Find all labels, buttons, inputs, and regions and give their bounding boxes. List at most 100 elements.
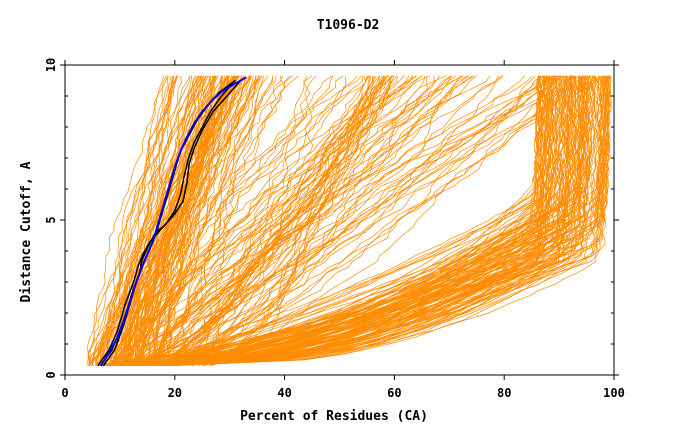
model-curve bbox=[158, 75, 602, 367]
model-curve bbox=[104, 75, 601, 367]
model-curve bbox=[147, 75, 544, 367]
model-curve bbox=[158, 75, 551, 367]
model-curve bbox=[111, 75, 592, 367]
x-tick-label: 60 bbox=[387, 386, 401, 400]
model-curve bbox=[134, 75, 216, 366]
x-tick-label: 100 bbox=[603, 386, 625, 400]
model-curve bbox=[116, 75, 239, 366]
model-curve bbox=[119, 75, 555, 367]
model-curve bbox=[127, 75, 223, 366]
model-curve bbox=[163, 75, 385, 367]
model-curve bbox=[120, 75, 553, 367]
model-curve bbox=[133, 75, 291, 366]
model-curve bbox=[181, 75, 285, 366]
model-curve bbox=[118, 75, 595, 367]
model-curve bbox=[161, 75, 590, 367]
model-curve bbox=[113, 75, 585, 367]
x-tick-label: 20 bbox=[168, 386, 182, 400]
highlight-curve-blue bbox=[99, 76, 247, 367]
model-curve bbox=[123, 75, 587, 366]
model-curve bbox=[127, 75, 586, 367]
model-curve bbox=[209, 75, 383, 367]
model-curve bbox=[151, 75, 590, 367]
chart-title: T1096-D2 bbox=[317, 18, 380, 33]
model-curve bbox=[160, 75, 578, 367]
model-curve bbox=[149, 75, 547, 367]
model-curve bbox=[137, 75, 344, 366]
model-curve bbox=[124, 75, 417, 366]
model-curve bbox=[201, 75, 462, 366]
model-curve bbox=[172, 75, 575, 367]
model-curve bbox=[151, 75, 536, 367]
model-curve bbox=[145, 75, 607, 367]
model-curve bbox=[154, 75, 334, 366]
model-curve bbox=[122, 75, 333, 366]
model-curve bbox=[139, 75, 381, 367]
model-curve bbox=[114, 75, 238, 366]
model-curve bbox=[148, 75, 573, 367]
model-curve bbox=[124, 75, 197, 366]
model-curve bbox=[117, 75, 393, 366]
model-curve bbox=[99, 75, 611, 367]
model-curve bbox=[138, 75, 604, 367]
model-curve bbox=[132, 75, 385, 367]
x-tick-label: 40 bbox=[277, 386, 291, 400]
y-tick-label: 5 bbox=[44, 216, 58, 223]
model-curve bbox=[113, 75, 237, 366]
x-tick-label: 80 bbox=[497, 386, 511, 400]
y-axis-label: Distance Cutoff, A bbox=[19, 161, 34, 302]
model-curve bbox=[117, 75, 473, 366]
model-curve bbox=[124, 75, 525, 367]
model-curve bbox=[104, 75, 571, 367]
model-curve bbox=[161, 75, 560, 367]
model-curve bbox=[97, 75, 216, 366]
y-tick-label: 10 bbox=[44, 58, 58, 72]
model-curve bbox=[104, 75, 470, 366]
model-curve bbox=[152, 75, 246, 366]
model-curve bbox=[124, 75, 173, 366]
model-curve bbox=[178, 75, 394, 366]
model-curve bbox=[102, 75, 469, 366]
model-curve bbox=[174, 75, 380, 367]
model-curve bbox=[97, 75, 175, 366]
highlighted-curves bbox=[97, 76, 247, 367]
model-curve bbox=[165, 75, 597, 367]
model-curve bbox=[87, 75, 169, 366]
model-curve bbox=[102, 75, 569, 367]
model-curve bbox=[149, 75, 589, 367]
model-curve bbox=[156, 75, 567, 367]
model-curve bbox=[172, 75, 545, 367]
y-axis-ticks: 0 5 10 bbox=[44, 58, 619, 379]
model-curve bbox=[160, 75, 274, 366]
model-curve bbox=[143, 75, 374, 367]
model-curve bbox=[151, 75, 575, 367]
model-curve bbox=[98, 75, 598, 367]
model-curve bbox=[165, 75, 543, 367]
highlight-curve-black bbox=[97, 80, 236, 367]
model-curve bbox=[207, 75, 369, 367]
model-curve bbox=[153, 75, 277, 366]
model-curve bbox=[141, 75, 590, 367]
model-curve bbox=[118, 75, 576, 367]
model-curve bbox=[88, 75, 201, 366]
x-axis-ticks: 0 20 40 60 80 100 bbox=[61, 60, 625, 400]
model-curve bbox=[156, 75, 377, 367]
x-tick-label: 0 bbox=[61, 386, 68, 400]
model-curve bbox=[113, 75, 592, 367]
model-curves bbox=[86, 75, 612, 367]
model-curve bbox=[118, 75, 398, 367]
model-curve bbox=[125, 75, 364, 366]
model-curve bbox=[96, 75, 171, 366]
x-axis-label: Percent of Residues (CA) bbox=[240, 409, 428, 424]
y-tick-label: 0 bbox=[44, 371, 58, 378]
model-curve bbox=[128, 75, 491, 366]
model-curve bbox=[153, 75, 235, 366]
model-curve bbox=[167, 75, 368, 367]
model-curve bbox=[157, 75, 374, 367]
model-curve bbox=[170, 75, 585, 367]
model-curve bbox=[153, 75, 547, 367]
model-curve bbox=[127, 75, 561, 367]
model-curve bbox=[94, 75, 362, 366]
model-curve bbox=[121, 75, 552, 367]
